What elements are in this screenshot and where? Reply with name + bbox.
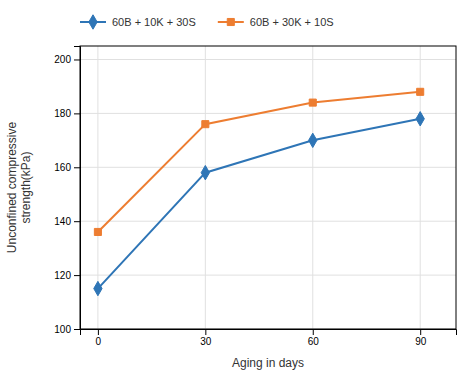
marks	[94, 88, 425, 295]
legend: 60B + 10K + 30S 60B + 30K + 10S	[80, 15, 334, 29]
y-axis-label: Unconfined compressivestrength(kPa)	[5, 121, 33, 253]
series-point	[417, 88, 424, 95]
series-point	[309, 133, 317, 147]
series-line	[98, 92, 420, 232]
y-tick-mark	[74, 167, 80, 168]
series-point	[201, 165, 209, 179]
plot-frame	[80, 46, 456, 329]
y-tick: 180	[54, 108, 80, 119]
series-line	[98, 119, 420, 289]
series-point	[202, 121, 209, 128]
grid-line-y	[80, 59, 456, 60]
y-tick: 200	[54, 54, 80, 65]
series-point	[416, 112, 424, 126]
grid-line-y	[80, 113, 456, 114]
x-axis-label: Aging in days	[232, 356, 304, 370]
y-tick-label: 200	[54, 54, 71, 65]
y-tick-label: 180	[54, 108, 71, 119]
series-point	[94, 281, 102, 295]
x-tick-label: 0	[96, 336, 102, 347]
series-point	[309, 99, 316, 106]
legend-marker	[227, 18, 234, 25]
x-tick-label: 30	[200, 336, 212, 347]
x-tick-mark	[420, 329, 421, 335]
grid-line-y	[80, 167, 456, 168]
y-tick-mark	[74, 275, 80, 276]
y-axis: 100 120 140 160 180 200	[54, 47, 80, 335]
x-tick-mark	[313, 329, 314, 335]
x-axis-line	[81, 330, 457, 336]
y-tick: 120	[54, 270, 80, 281]
legend-item: 60B + 30K + 10S	[218, 16, 334, 28]
legend-marker	[89, 15, 97, 29]
y-axis-line	[74, 47, 81, 330]
y-tick-mark	[74, 221, 80, 222]
y-tick-label: 160	[54, 162, 71, 173]
y-tick-mark	[74, 59, 80, 60]
x-axis: 0 30 60 90	[81, 329, 457, 347]
y-tick-mark	[74, 113, 80, 114]
legend-label: 60B + 10K + 30S	[112, 16, 196, 28]
x-tick: 60	[308, 329, 320, 347]
y-tick-mark	[74, 329, 80, 330]
plot: 0 30 60 90 100 120 140 160 180 200 Aging in days Un…	[5, 15, 457, 370]
x-tick-mark	[205, 329, 206, 335]
x-tick-mark	[98, 329, 99, 335]
chart: 0 30 60 90 100 120 140 160 180 200 Aging in days Un…	[0, 0, 474, 375]
series-point	[94, 228, 101, 235]
legend-label: 60B + 30K + 10S	[250, 16, 334, 28]
legend-item: 60B + 10K + 30S	[80, 15, 196, 29]
y-tick: 140	[54, 216, 80, 227]
y-tick: 100	[54, 324, 80, 335]
grid-line-y	[80, 275, 456, 276]
y-tick-label: 140	[54, 216, 71, 227]
grid	[80, 46, 456, 329]
x-tick: 30	[200, 329, 212, 347]
y-tick: 160	[54, 162, 80, 173]
x-tick-label: 90	[415, 336, 427, 347]
x-tick-label: 60	[308, 336, 320, 347]
grid-line-x	[205, 46, 206, 329]
y-tick-label: 120	[54, 270, 71, 281]
x-tick: 0	[96, 329, 102, 347]
x-tick: 90	[415, 329, 427, 347]
grid-line-y	[80, 221, 456, 222]
grid-line-x	[312, 46, 313, 329]
y-tick-label: 100	[54, 324, 71, 335]
